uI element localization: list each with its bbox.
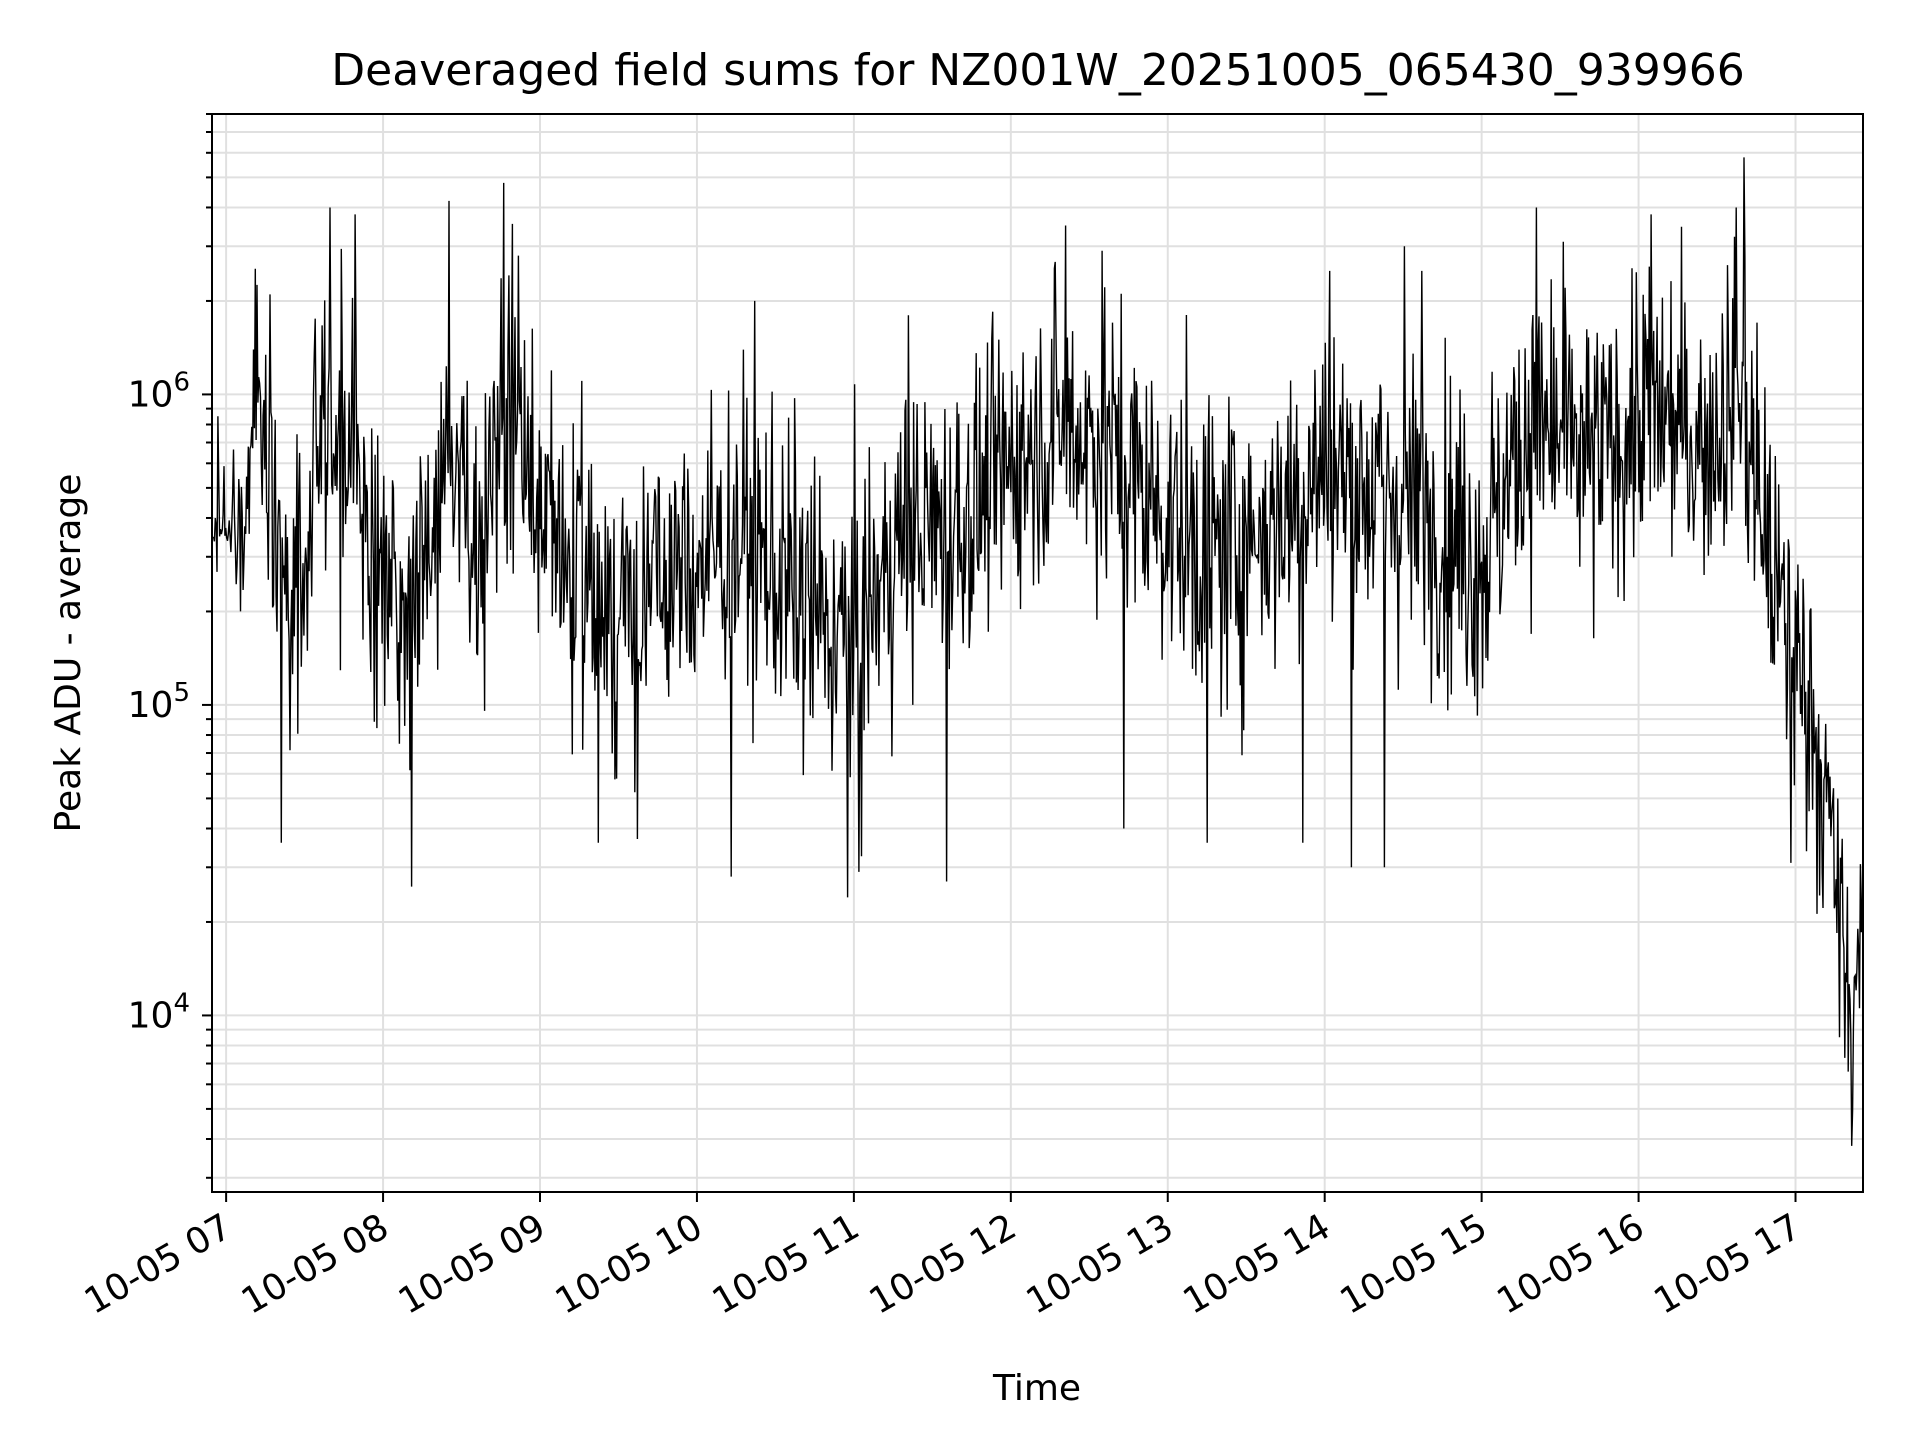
y-tick-label: 106 <box>128 367 190 415</box>
data-point <box>754 300 756 302</box>
y-axis-label: Peak ADU - average <box>48 474 89 833</box>
data-point <box>1328 270 1330 272</box>
data-point <box>329 206 331 208</box>
data-point <box>1851 1145 1853 1147</box>
data-point <box>1790 862 1792 864</box>
series-layer <box>212 156 1864 1147</box>
data-point <box>503 182 505 184</box>
chart-title: Deaveraged field sums for NZ001W_2025100… <box>331 45 1744 96</box>
data-point <box>269 293 271 295</box>
data-point <box>847 896 849 898</box>
data-point <box>1101 250 1103 252</box>
data-point <box>1650 213 1652 215</box>
data-point <box>636 838 638 840</box>
data-point <box>1404 245 1406 247</box>
data-point <box>217 415 219 417</box>
data-point <box>858 871 860 873</box>
x-axis-label: Time <box>992 1368 1081 1409</box>
data-point <box>354 213 356 215</box>
data-point <box>1302 842 1304 844</box>
data-point <box>1065 224 1067 226</box>
data-point <box>1743 156 1745 158</box>
data-point <box>1123 827 1125 829</box>
data-point <box>597 842 599 844</box>
data-point <box>1838 1036 1840 1038</box>
data-point <box>945 880 947 882</box>
data-point <box>1562 241 1564 243</box>
data-point <box>908 314 910 316</box>
data-point <box>448 200 450 202</box>
data-point <box>1735 206 1737 208</box>
data-point <box>280 842 282 844</box>
data-point <box>730 876 732 878</box>
data-point <box>1206 842 1208 844</box>
data-point <box>1421 270 1423 272</box>
data-point <box>1383 866 1385 868</box>
y-tick-label: 105 <box>128 678 190 726</box>
y-tick-label: 104 <box>128 988 190 1036</box>
series-line <box>212 157 1864 1146</box>
data-point <box>1350 866 1352 868</box>
data-point <box>1536 206 1538 208</box>
data-point <box>410 886 412 888</box>
data-point <box>517 255 519 257</box>
plot-frame <box>211 113 1864 1193</box>
